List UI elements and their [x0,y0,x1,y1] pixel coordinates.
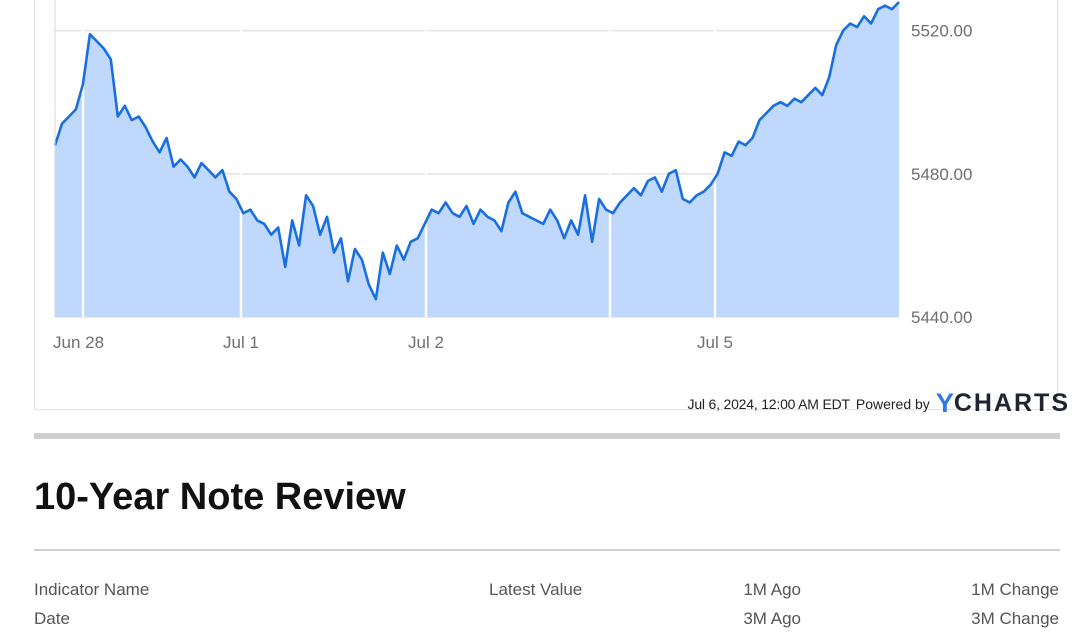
timestamp: Jul 6, 2024, 12:00 AM EDT [687,395,851,412]
chart-card: 5520.00 5480.00 5440.00 Jun 28 Jul 1 Jul 2 Jul… [34,0,1058,410]
ycharts-logo-y: Y [935,388,954,418]
title-divider [34,549,1060,551]
x-tick-label-3: Jul 5 [697,333,733,352]
price-chart: 5520.00 5480.00 5440.00 Jun 28 Jul 1 Jul 2 Jul… [53,0,972,352]
section-title: 10-Year Note Review [34,476,406,518]
x-tick-label-1: Jul 1 [223,333,259,352]
x-tick-label-2: Jul 2 [408,333,444,352]
y-tick-label-1: 5480.00 [911,165,972,184]
header-3m-change: 3M Change [971,609,1059,628]
series-line [53,1,900,301]
header-3m-ago: 3M Ago [743,609,801,628]
y-tick-label-0: 5520.00 [911,22,972,41]
ycharts-logo-text: CHARTS [953,389,1070,417]
series-area [55,2,899,317]
ycharts-logo[interactable]: Y CHARTS [936,390,1070,417]
powered-by-label: Powered by [855,395,930,412]
x-tick-label-0: Jun 28 [53,333,104,352]
section-divider [34,433,1060,439]
header-date: Date [34,609,70,628]
y-tick-label-2: 5440.00 [911,308,972,327]
header-1m-ago: 1M Ago [743,580,801,599]
header-indicator-name: Indicator Name [34,580,150,599]
header-latest-value: Latest Value [489,580,583,599]
header-1m-change: 1M Change [971,580,1059,599]
chart-footer: Jul 6, 2024, 12:00 AM EDT Powered by Y C… [688,390,1070,417]
